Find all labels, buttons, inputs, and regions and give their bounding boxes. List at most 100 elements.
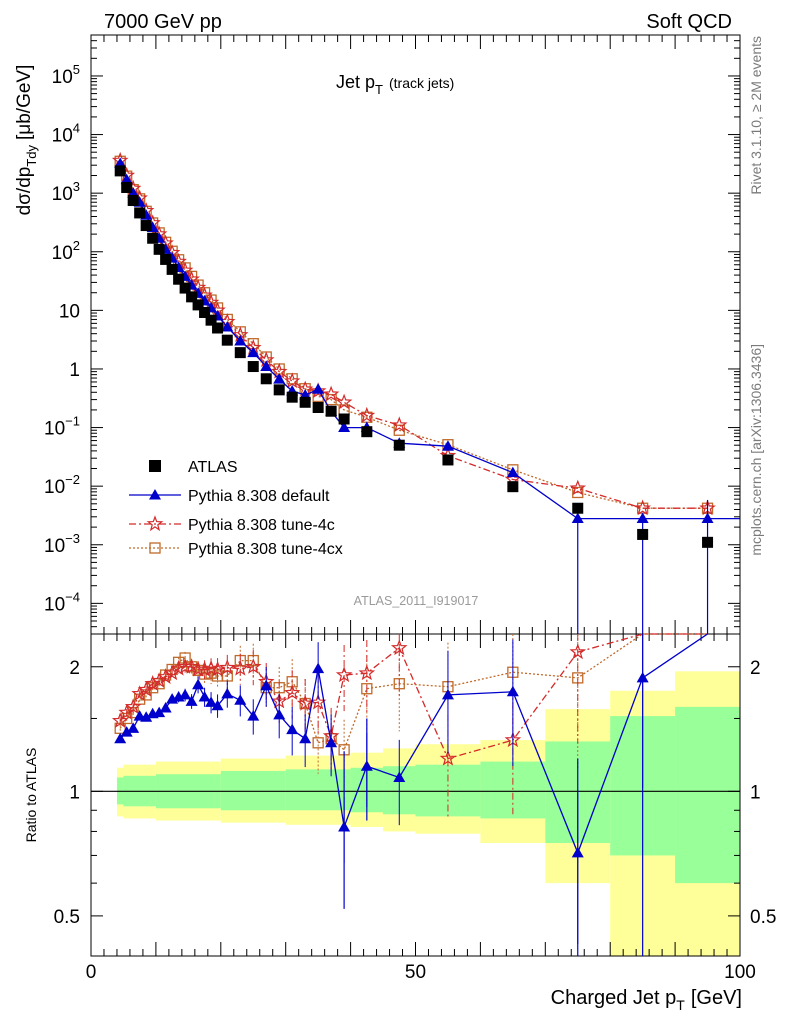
tune4c-point xyxy=(196,660,213,677)
tune4c-point xyxy=(569,479,587,496)
data-point xyxy=(173,273,185,285)
legend: ATLAS Pythia 8.308 default Pythia 8.308 tu… xyxy=(129,459,343,558)
y-tick-label: 105 xyxy=(52,62,80,88)
tune4cx-point xyxy=(393,424,405,436)
data-point xyxy=(442,454,454,466)
tune4c-point xyxy=(183,658,200,674)
data-point xyxy=(361,426,373,438)
tune4c-point xyxy=(296,694,314,711)
data-point xyxy=(186,291,198,303)
default-point xyxy=(153,706,166,718)
ratio-y-tick-label-right: 1 xyxy=(750,782,761,803)
default-point xyxy=(260,360,273,372)
uncertainty-band-inner xyxy=(285,769,351,811)
default-point xyxy=(325,736,338,748)
data-point xyxy=(212,322,224,334)
default-point xyxy=(120,726,133,737)
data-point xyxy=(134,207,146,219)
tune4cx-point xyxy=(149,542,161,554)
tune4c-point xyxy=(358,406,376,423)
default-point xyxy=(114,732,127,744)
x-tick-label: 0 xyxy=(86,962,97,983)
y-tick-label: 10−1 xyxy=(44,414,80,440)
data-point xyxy=(312,401,324,413)
side-label-bottom: mcplots.cern.ch [arXiv:1306.3436] xyxy=(748,344,764,556)
ratio-panel: 0.5 0.5 1 1 2 2 0 50 100 xyxy=(54,633,776,983)
side-label-top: Rivet 3.1.10, ≥ 2M events xyxy=(748,36,764,195)
data-point xyxy=(507,481,519,493)
tune4c-point xyxy=(309,382,327,399)
default-point xyxy=(247,710,260,721)
y-tick-label: 1 xyxy=(69,360,80,381)
default-point xyxy=(441,688,454,700)
data-point xyxy=(114,165,126,177)
legend-label-tune4c: Pythia 8.308 tune-4c xyxy=(188,517,335,534)
y-tick-label: 10 xyxy=(59,301,80,322)
y-tick-label-exp: −4 xyxy=(65,589,80,604)
tune4c-point xyxy=(170,659,187,676)
tune4c-line xyxy=(119,160,708,509)
default-point xyxy=(312,662,325,674)
tune4c-point xyxy=(335,666,353,683)
header-right: Soft QCD xyxy=(646,11,732,33)
ratio-y-tick-label-right: 2 xyxy=(750,658,761,679)
tune4c-point xyxy=(131,685,148,701)
uncertainty-band-inner xyxy=(675,706,740,884)
default-point xyxy=(221,321,234,332)
default-point xyxy=(338,421,351,433)
tune4cx-ratio-line xyxy=(119,633,708,751)
ratio-y-tick-label: 2 xyxy=(69,658,80,679)
y-tick-label-base: 10 xyxy=(52,184,73,205)
default-point xyxy=(393,771,406,783)
tune4c-point xyxy=(157,668,174,684)
data-point xyxy=(192,299,204,311)
y-tick-label-exp: 4 xyxy=(73,121,80,136)
data-point xyxy=(637,528,649,540)
y-tick-label-exp: −1 xyxy=(65,414,80,429)
x-tick-label: 100 xyxy=(724,962,756,983)
default-point xyxy=(247,346,260,358)
tune4c-point xyxy=(111,712,129,728)
default-point xyxy=(260,679,273,691)
y-tick-label: 10−2 xyxy=(44,472,80,498)
tune4c-point xyxy=(150,672,168,688)
y-tick-label-exp: 2 xyxy=(73,238,80,253)
default-point xyxy=(636,512,649,524)
data-point xyxy=(160,253,172,265)
default-point xyxy=(299,732,312,744)
ratio-y-tick-label-right: 0.5 xyxy=(750,907,776,928)
data-point xyxy=(166,263,178,275)
default-point xyxy=(273,708,286,720)
y-tick-label: 102 xyxy=(52,238,80,264)
tune4c-point xyxy=(439,749,457,766)
data-point xyxy=(572,502,584,514)
default-point xyxy=(192,678,205,690)
data-point xyxy=(338,413,350,425)
ratio-y-tick-label: 0.5 xyxy=(54,907,80,928)
tune4c-point xyxy=(569,643,587,660)
default-point xyxy=(120,173,133,185)
tune4c-point xyxy=(335,393,353,410)
data-point xyxy=(702,536,714,548)
y-tick-label: 10−4 xyxy=(44,589,80,615)
y-tick-label-exp: −3 xyxy=(65,531,80,546)
data-point xyxy=(127,194,139,206)
default-point xyxy=(286,723,299,735)
y-tick-label-base: 10 xyxy=(52,126,73,147)
legend-label-data: ATLAS xyxy=(188,459,238,476)
y-tick-label-exp: 5 xyxy=(73,62,80,77)
default-point xyxy=(273,373,286,384)
data-point xyxy=(205,314,217,326)
data-point xyxy=(153,243,165,255)
y-tick-label-base: 10 xyxy=(52,243,73,264)
data-point xyxy=(393,439,405,451)
default-point xyxy=(571,512,584,524)
tune4c-point xyxy=(283,372,301,389)
xlabel: Charged Jet pT [GeV] xyxy=(551,987,742,1013)
y-tick-label-base: 10 xyxy=(44,594,65,615)
tune4c-point xyxy=(390,416,408,433)
default-point xyxy=(506,685,519,697)
tune4c-point xyxy=(218,658,236,675)
